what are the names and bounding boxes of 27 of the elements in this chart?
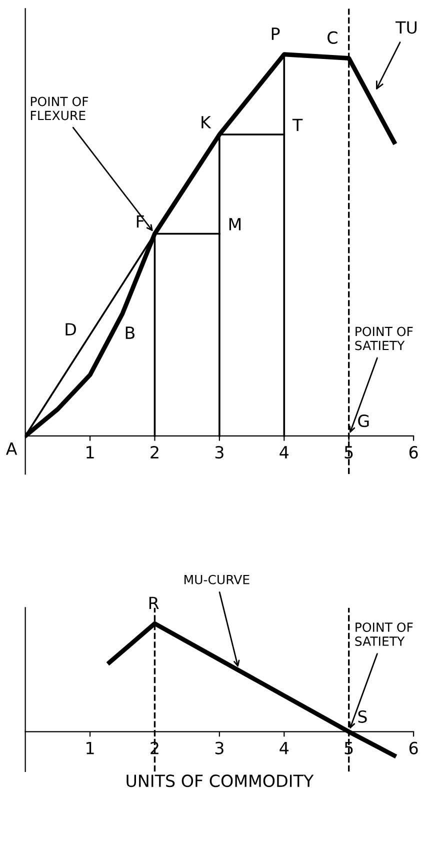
annotation: TU <box>396 21 416 34</box>
annotation: POINT OF FLEXURE <box>30 96 88 120</box>
annotation: F <box>136 215 144 228</box>
x-tick-label: 3 <box>215 742 224 754</box>
annotation: POINT OF SATIETY <box>355 326 413 350</box>
x-tick-label: 3 <box>215 446 224 459</box>
annotation: B <box>126 326 134 339</box>
x-tick-label: 6 <box>409 742 418 754</box>
annotation: T <box>292 118 303 132</box>
annotation: POINT OF SATIETY <box>355 622 413 646</box>
x-tick-label: 1 <box>86 742 94 754</box>
annotation: G <box>358 414 369 428</box>
annotation: D <box>66 323 76 336</box>
x-tick-label: 4 <box>280 742 289 754</box>
annotation: C <box>328 31 338 44</box>
x-tick-label: 2 <box>150 446 158 458</box>
annotation: A <box>6 442 18 455</box>
annotation: K <box>202 116 212 128</box>
annotation: S <box>358 710 367 723</box>
annotation: MU-CURVE <box>184 574 250 584</box>
annotation: P <box>272 28 280 40</box>
annotation: R <box>149 596 159 609</box>
x-tick-label: 1 <box>86 446 94 458</box>
x-tick-label: 6 <box>409 446 418 459</box>
annotation: M <box>229 218 241 230</box>
x-tick-label: 4 <box>280 446 289 458</box>
x-axis-title: UNITS OF COMMODITY <box>126 774 314 788</box>
